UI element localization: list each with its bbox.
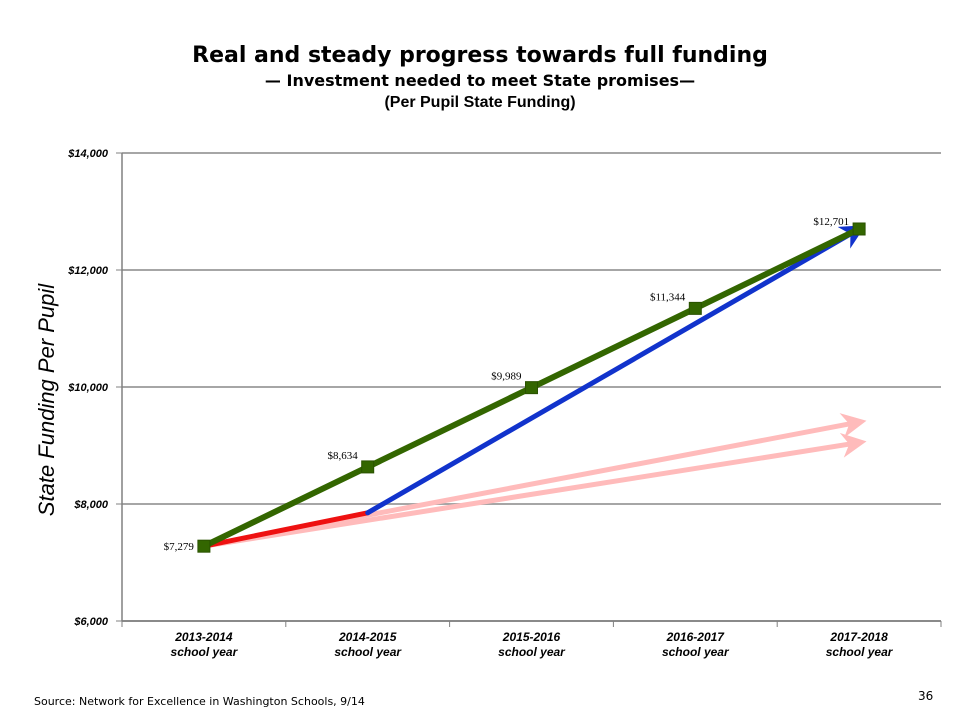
x-tick-label-line: 2016-2017 [666,630,726,644]
x-tick-label-line: school year [334,645,402,659]
y-tick-label: $8,000 [73,499,109,511]
data-point [852,222,866,236]
data-point [197,539,211,553]
trend-line-red [201,510,371,549]
source-note: Source: Network for Excellence in Washin… [34,695,365,708]
y-tick-label: $12,000 [67,265,109,277]
x-tick-label-line: 2017-2018 [829,630,888,644]
data-point [361,460,375,474]
y-tick-label: $10,000 [67,382,109,394]
slide-title: Real and steady progress towards full fu… [192,43,768,68]
x-tick-label-line: 2013-2014 [174,630,233,644]
trend-arrow-pink [201,432,867,549]
data-label: $11,344 [650,291,686,303]
x-tick-label: 2013-2014 school year [171,630,239,659]
x-tick-label: 2017-2018 school year [826,630,894,659]
data-label: $9,989 [491,371,522,383]
data-label: $8,634 [327,450,358,462]
y-tick-label: $14,000 [67,148,109,160]
x-tick-label-line: school year [826,645,894,659]
x-tick-label-line: 2015-2016 [502,630,561,644]
slide-subtitle: — Investment needed to meet State promis… [264,71,696,90]
data-label: $12,701 [813,216,849,228]
slide-subtitle-2: (Per Pupil State Funding) [384,94,576,111]
y-tick-label: $6,000 [73,616,109,628]
x-tick-label-line: school year [662,645,730,659]
data-point [525,381,538,395]
x-tick-label: 2014-2015 school year [334,630,402,659]
x-tick-label: 2015-2016 school year [498,630,566,659]
x-tick-label-line: school year [498,645,566,659]
x-tick-label: 2016-2017 school year [662,630,730,659]
x-tick-label-line: 2014-2015 [338,630,397,644]
y-axis-label: State Funding Per Pupil [34,283,59,516]
page-number: 36 [918,689,934,703]
trend-arrow-blue [365,225,866,516]
x-tick-label-line: school year [171,645,239,659]
data-point [688,301,702,315]
title-block: Real and steady progress towards full fu… [0,42,960,114]
data-label: $7,279 [164,541,195,553]
